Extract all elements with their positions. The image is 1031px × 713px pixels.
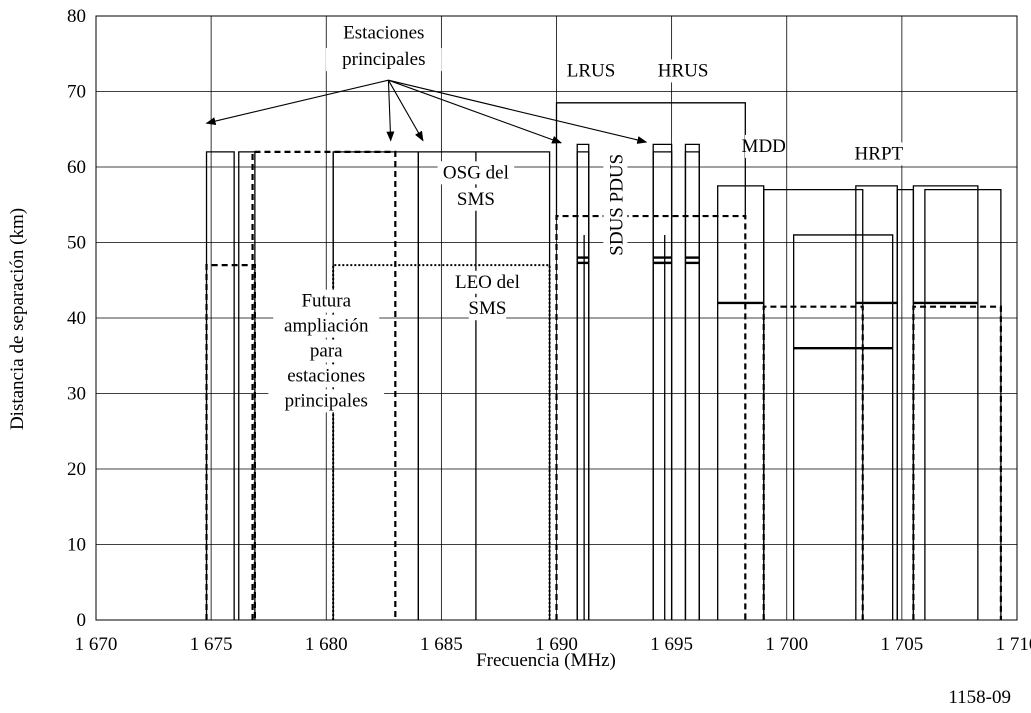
annotation-bg <box>468 297 507 321</box>
annotation-bg <box>567 59 615 83</box>
annotation-label: MDD <box>742 136 786 157</box>
annotation-label: SMS <box>457 189 495 210</box>
annotation-label: LEO del <box>455 272 520 293</box>
annotation-bg <box>745 134 783 158</box>
bar-solid <box>205 151 235 620</box>
bar-solid <box>896 189 915 620</box>
x-tick-label: 1 710 <box>996 634 1031 655</box>
x-tick-labels: 1 670 1 675 1 680 1 685 1 690 1 695 1 700 1 705… <box>75 634 1031 655</box>
bar-solid <box>912 185 979 620</box>
x-tick-label: 1 690 <box>535 634 578 655</box>
y-tick-labels: 0 10 20 30 40 50 60 70 80 <box>67 6 86 631</box>
bar-solid <box>576 151 590 620</box>
x-tick-label: 1 685 <box>420 634 463 655</box>
x-tick-label: 1 700 <box>765 634 808 655</box>
annotation-bg <box>302 339 350 363</box>
lrus-hrus-bracket <box>555 102 746 217</box>
x-tick-label: 1 705 <box>881 634 924 655</box>
annotation-bg <box>457 187 495 211</box>
annotation-label: LRUS <box>567 60 616 81</box>
annotation-arrow <box>388 79 563 144</box>
annotation-bg <box>273 314 380 338</box>
annotation-arrow <box>205 79 389 126</box>
y-tick-label: 30 <box>67 384 86 405</box>
annotation-arrow <box>386 80 395 142</box>
bar-solid <box>684 151 700 620</box>
annotation-bg <box>659 59 707 83</box>
figure-code: 1158-09 <box>948 687 1011 708</box>
y-tick-label: 20 <box>67 459 86 480</box>
annotation-label: ampliación <box>284 316 369 337</box>
y-tick-label: 50 <box>67 233 86 254</box>
y-axis-label: Distancia de separación (km) <box>7 208 28 430</box>
annotation-bg <box>330 21 437 45</box>
annotation-bg <box>449 270 526 294</box>
y-tick-label: 0 <box>77 610 87 631</box>
x-tick-label: 1 670 <box>75 634 118 655</box>
annotation-bg <box>292 289 360 313</box>
x-tick-label: 1 695 <box>650 634 693 655</box>
annotation-bg <box>268 389 385 413</box>
annotation-label: Futura <box>301 291 351 312</box>
annotation-bg <box>603 152 628 257</box>
annotation-label: HRPT <box>855 143 904 164</box>
bar-solid <box>793 234 894 620</box>
annotation-label: HRUS <box>658 60 709 81</box>
x-tick-label: 1 680 <box>305 634 348 655</box>
annotation-bg <box>855 142 903 166</box>
annotation-label: OSG del <box>443 162 509 183</box>
y-tick-label: 60 <box>67 157 86 178</box>
annotation-label: SMS <box>468 298 506 319</box>
bars <box>205 143 1002 620</box>
annotation-arrow <box>388 79 648 144</box>
plot-frame <box>95 15 1018 621</box>
annotation-label: Estaciones <box>343 23 424 44</box>
annotation-bg <box>437 161 515 185</box>
bar-solid <box>652 151 673 620</box>
y-tick-label: 70 <box>67 82 86 103</box>
bar-dashed <box>205 264 256 620</box>
bar-solid <box>924 189 1002 620</box>
bar-dashed <box>555 214 747 620</box>
annotation-bg <box>273 364 380 388</box>
bar-solid <box>717 185 765 620</box>
annotation-label: para <box>310 341 343 362</box>
annotation-label-vertical: SDUS PDUS <box>606 154 627 256</box>
bar-dashed <box>912 305 1002 620</box>
annotations: Estaciones principales LRUS HRUS MDD HRPT OSG … <box>268 21 904 413</box>
bar-solid <box>763 189 864 620</box>
x-tick-label: 1 675 <box>190 634 233 655</box>
annotation-label: estaciones <box>287 365 365 386</box>
x-axis-label: Frecuencia (MHz) <box>476 650 616 671</box>
annotation-bg <box>325 48 442 72</box>
y-tick-label: 80 <box>67 6 86 27</box>
bar-dashed <box>251 150 397 620</box>
bar-dashed <box>762 305 864 620</box>
annotation-label: principales <box>342 49 425 70</box>
annotation-label: principales <box>285 390 368 411</box>
y-tick-label: 10 <box>67 535 86 556</box>
y-tick-label: 40 <box>67 308 86 329</box>
annotation-arrow <box>387 79 424 142</box>
